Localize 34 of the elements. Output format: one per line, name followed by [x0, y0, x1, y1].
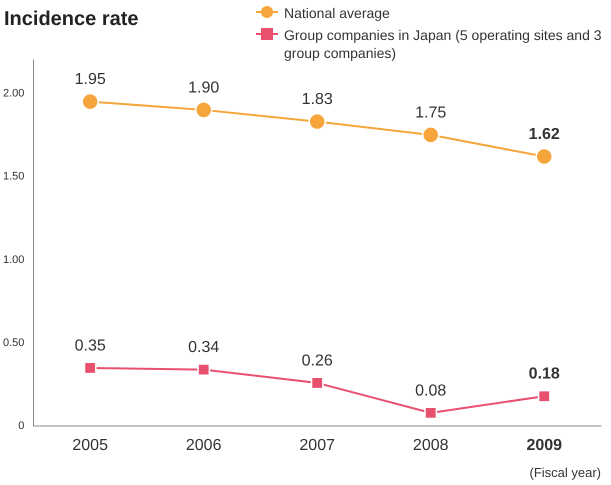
- y-tick-label: 1.50: [2, 170, 24, 183]
- data-label: 1.95: [74, 71, 106, 88]
- point: [424, 406, 438, 420]
- y-tick-label: 2.00: [2, 87, 24, 100]
- data-label: 0.26: [302, 352, 333, 370]
- y-tick-label: 0: [18, 420, 24, 432]
- x-tick-label: 2008: [412, 437, 449, 454]
- point: [194, 101, 212, 119]
- x-tick-label: 2007: [299, 437, 336, 454]
- x-tick-label: 2005: [72, 437, 108, 454]
- x-tick-label: 2006: [186, 437, 222, 454]
- data-label: 0.08: [415, 382, 446, 400]
- data-label: 1.75: [415, 104, 446, 122]
- chart-title: Incidence rate: [4, 8, 139, 31]
- point: [81, 92, 99, 110]
- data-label: 1.62: [528, 126, 560, 143]
- point: [308, 112, 326, 130]
- data-label: 0.35: [74, 337, 106, 354]
- x-axis-title: (Fiscal year): [529, 464, 601, 480]
- point: [538, 390, 551, 403]
- point: [535, 148, 553, 166]
- y-tick-label: 0.50: [2, 337, 24, 350]
- data-label: 0.34: [188, 339, 220, 356]
- point: [422, 126, 440, 144]
- y-tick-label: 1.00: [2, 254, 24, 266]
- legend-label: Group companies in Japan (5 operating sites and 3 group companies): [284, 26, 603, 62]
- point: [84, 362, 97, 374]
- point: [197, 363, 210, 376]
- data-label: 1.90: [188, 79, 220, 96]
- x-tick-label: 2009: [526, 437, 562, 454]
- data-label: 1.83: [302, 90, 333, 108]
- data-label: 0.18: [528, 366, 560, 383]
- point: [310, 376, 324, 390]
- legend-label: National average: [284, 4, 390, 22]
